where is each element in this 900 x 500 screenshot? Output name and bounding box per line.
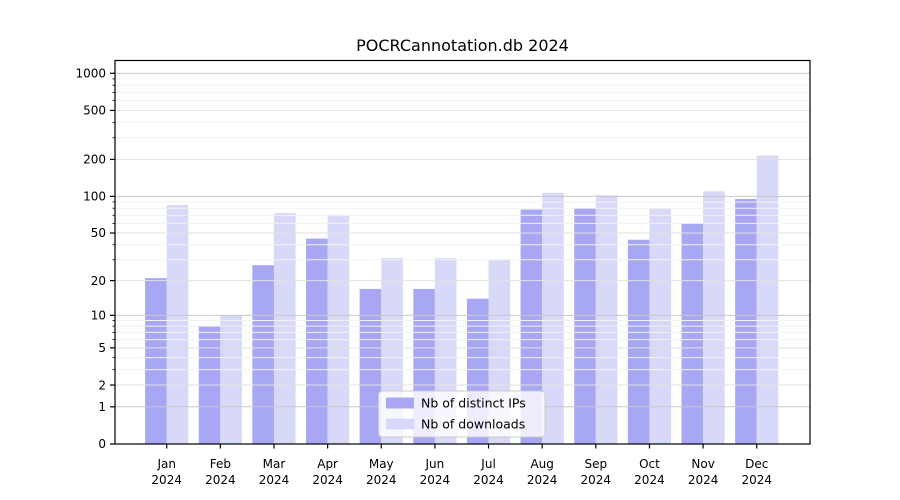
x-tick-label-month: Mar (263, 457, 286, 471)
x-axis: Jan 2024 Feb 2024 Mar 2024 Apr 2024 May 2024 Jun 20… (151, 444, 772, 487)
x-tick-label-year: 2024 (366, 473, 397, 487)
y-tick-label: 100 (83, 190, 106, 204)
y-tick-label: 0 (98, 437, 106, 451)
y-tick-label: 1000 (75, 66, 106, 80)
bar-oct-distinct-ips (627, 239, 650, 444)
chart-title: POCRCannotation.db 2024 (356, 36, 569, 55)
bar-nov-distinct-ips (681, 223, 704, 444)
x-tick-label-year: 2024 (634, 473, 665, 487)
x-tick-label-month: Apr (317, 457, 338, 471)
plot-border (114, 59, 811, 445)
bar-mar-downloads (273, 213, 296, 444)
x-tick-label-month: May (369, 457, 394, 471)
bar-sep-downloads (595, 195, 618, 444)
bar-aug-downloads (542, 192, 564, 444)
x-tick-label-year: 2024 (420, 473, 451, 487)
legend-swatch-downloads (386, 418, 414, 430)
x-tick-label-year: 2024 (259, 473, 290, 487)
bar-dec-downloads (756, 155, 779, 444)
x-tick-label-month: Jun (425, 457, 445, 471)
bar-feb-downloads (220, 315, 242, 444)
bar-apr-distinct-ips (306, 238, 328, 444)
x-tick-label-month: Nov (691, 457, 714, 471)
y-tick-label: 500 (83, 104, 106, 118)
x-tick-label-month: Feb (210, 457, 231, 471)
x-tick-label-year: 2024 (581, 473, 612, 487)
bar-mar-distinct-ips (252, 265, 274, 444)
x-tick-label-year: 2024 (151, 473, 182, 487)
legend-label-downloads: Nb of downloads (421, 417, 525, 432)
y-axis: 0 1 2 5 10 20 50 100 200 500 1000 (75, 66, 115, 451)
x-tick-label-year: 2024 (741, 473, 772, 487)
y-tick-label: 20 (91, 274, 106, 288)
x-tick-label-year: 2024 (473, 473, 504, 487)
bar-jan-distinct-ips (145, 278, 167, 444)
y-tick-label: 10 (91, 309, 106, 323)
x-tick-label-month: Sep (585, 457, 608, 471)
y-tick-label: 50 (91, 226, 106, 240)
bar-jan-downloads (166, 204, 189, 444)
legend: Nb of distinct IPs Nb of downloads (378, 390, 546, 438)
x-tick-label-month: Oct (639, 457, 660, 471)
y-tick-label: 2 (98, 378, 106, 392)
x-tick-label-year: 2024 (312, 473, 343, 487)
legend-label-distinct-ips: Nb of distinct IPs (421, 396, 526, 411)
y-tick-label: 5 (98, 341, 106, 355)
x-tick-label-year: 2024 (527, 473, 558, 487)
legend-swatch-distinct-ips (386, 397, 414, 409)
x-tick-label-month: Dec (745, 457, 768, 471)
x-tick-label-month: Jan (156, 457, 176, 471)
bar-apr-downloads (327, 215, 350, 444)
x-tick-label-year: 2024 (688, 473, 719, 487)
y-tick-label: 1 (98, 400, 106, 414)
legend-box (378, 390, 546, 438)
y-tick-label: 200 (83, 153, 106, 167)
x-tick-label-month: Jul (480, 457, 495, 471)
bar-nov-downloads (703, 191, 725, 444)
bar-dec-distinct-ips (735, 199, 757, 444)
x-tick-label-month: Aug (530, 457, 553, 471)
x-tick-label-year: 2024 (205, 473, 236, 487)
bar-may-distinct-ips (359, 288, 382, 444)
gridlines-group (115, 72, 810, 408)
